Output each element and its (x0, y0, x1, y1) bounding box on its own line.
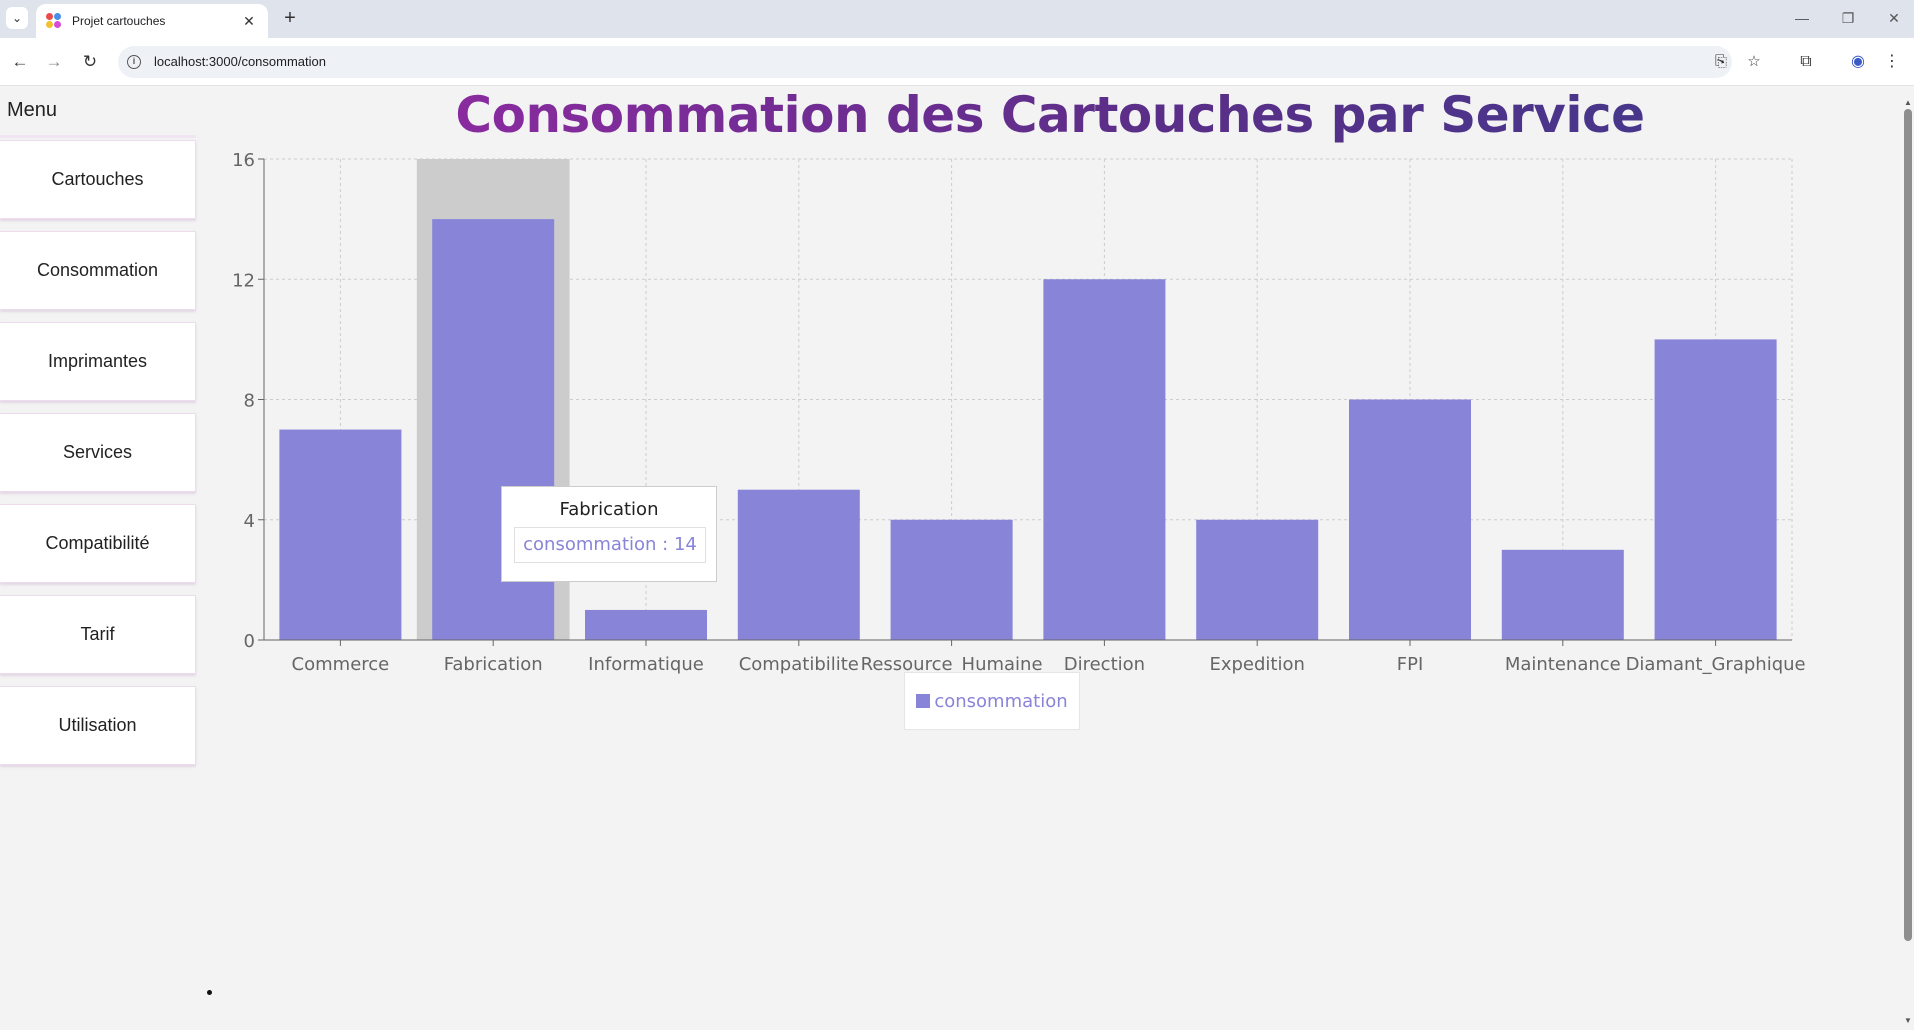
y-tick-label-3: 12 (232, 270, 255, 291)
chart-legend[interactable]: consommation (904, 672, 1080, 730)
app-favicon-icon (46, 13, 62, 29)
address-bar[interactable]: i localhost:3000/consommation ⎘ ☆ (118, 46, 1761, 78)
tooltip-title: Fabrication (559, 499, 659, 520)
tab-search-button[interactable]: ⌄ (6, 7, 28, 29)
sidebar-item-consommation[interactable]: Consommation (0, 231, 196, 310)
bookmark-star-icon[interactable]: ☆ (1747, 53, 1761, 70)
tooltip-value-number: 14 (673, 534, 697, 555)
site-info-icon[interactable]: i (127, 55, 141, 69)
y-tick-label-4: 16 (232, 150, 255, 171)
tooltip-series-name: consommation (523, 534, 657, 555)
install-icon[interactable]: ⎘ (1714, 53, 1727, 70)
x-tick-label-fabrication: Fabrication (444, 654, 543, 675)
x-tick-label-compatibilite: Compatibilite (739, 654, 859, 675)
sidebar-item-compatibilite[interactable]: Compatibilité (0, 504, 196, 583)
extensions-icon[interactable]: ⧉ (1800, 53, 1812, 70)
minimize-window-button[interactable]: — (1795, 10, 1809, 26)
page-scrollbar[interactable]: ▲ ▼ (1902, 87, 1914, 1030)
list-bullet (207, 990, 212, 995)
bar-fpi[interactable] (1349, 399, 1471, 641)
back-button[interactable]: ← (11, 52, 29, 71)
scroll-up-arrow-icon[interactable]: ▲ (1904, 98, 1912, 107)
y-tick-label-0: 0 (244, 631, 255, 652)
y-tick-label-1: 4 (244, 511, 255, 532)
sidebar-item-cartouches[interactable]: Cartouches (0, 140, 196, 219)
x-tick-label-direction: Direction (1064, 654, 1145, 675)
sidebar-item-imprimantes[interactable]: Imprimantes (0, 322, 196, 401)
close-tab-icon[interactable]: ✕ (243, 12, 255, 29)
legend-swatch (916, 694, 931, 708)
bar-expedition[interactable] (1196, 519, 1319, 640)
x-tick-label-maintenance: Maintenance (1505, 654, 1621, 675)
bar-diamant-graphique[interactable] (1654, 339, 1777, 640)
chart-tooltip: Fabrication consommation : 14 (501, 486, 717, 582)
bar-direction[interactable] (1043, 279, 1166, 640)
forward-button[interactable]: → (45, 52, 63, 71)
tab-title: Projet cartouches (72, 14, 166, 28)
x-tick-label-diamant-graphique: Diamant_Graphique (1626, 654, 1806, 675)
reload-button[interactable]: ↻ (82, 52, 98, 71)
sidebar-item-utilisation[interactable]: Utilisation (0, 686, 196, 765)
x-tick-label-informatique: Informatique (588, 654, 704, 675)
sidebar-item-services[interactable]: Services (0, 413, 196, 492)
bar-ressource-humaine[interactable] (890, 519, 1013, 640)
menu-title: Menu (7, 99, 58, 121)
x-tick-label-commerce: Commerce (292, 654, 390, 675)
new-tab-button[interactable]: + (284, 7, 296, 29)
browser-tab-strip: ⌄ Projet cartouches ✕ + — ❐ ✕ (0, 0, 1914, 38)
menu-divider (0, 135, 196, 138)
bar-informatique[interactable] (585, 609, 707, 640)
x-tick-label-ressource-humaine: Ressource_Humaine (861, 654, 1043, 675)
restore-window-button[interactable]: ❐ (1841, 10, 1855, 26)
tooltip-separator: : (656, 534, 674, 555)
browser-tab[interactable]: Projet cartouches ✕ (36, 4, 268, 38)
browser-toolbar: ← → ↻ i localhost:3000/consommation ⎘ ☆ … (0, 38, 1914, 86)
bar-compatibilite[interactable] (737, 489, 860, 640)
x-tick-label-expedition: Expedition (1209, 654, 1304, 675)
legend-label-consommation: consommation (934, 690, 1068, 712)
chevron-down-icon: ⌄ (11, 11, 23, 25)
scroll-down-arrow-icon[interactable]: ▼ (1904, 1016, 1912, 1025)
tooltip-value: consommation : 14 (514, 527, 706, 563)
scrollbar-thumb[interactable] (1904, 109, 1912, 941)
profile-icon[interactable]: ◉ (1851, 53, 1865, 70)
url-text[interactable]: localhost:3000/consommation (154, 54, 326, 69)
more-menu-icon[interactable]: ⋮ (1884, 53, 1900, 70)
x-tick-label-fpi: FPI (1397, 654, 1424, 675)
page-title: Consommation des Cartouches par Service (196, 86, 1904, 144)
bar-maintenance[interactable] (1501, 549, 1624, 640)
sidebar-item-tarif[interactable]: Tarif (0, 595, 196, 674)
y-tick-label-2: 8 (244, 391, 255, 412)
bar-commerce[interactable] (279, 429, 402, 640)
close-window-button[interactable]: ✕ (1888, 10, 1900, 26)
